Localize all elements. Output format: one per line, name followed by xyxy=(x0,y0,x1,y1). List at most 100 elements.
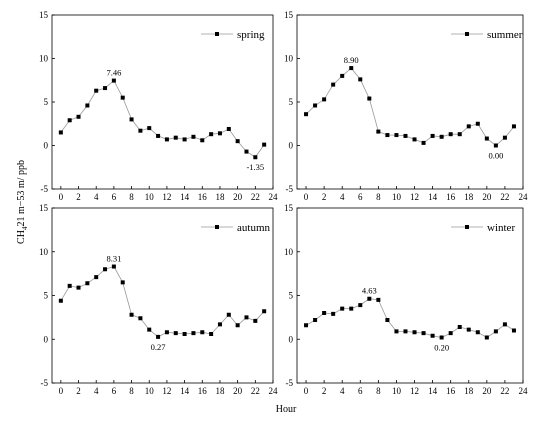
data-point xyxy=(85,281,90,286)
x-tick-label: 2 xyxy=(76,192,81,202)
data-point xyxy=(385,133,390,138)
data-point xyxy=(304,112,309,117)
data-point xyxy=(394,133,399,138)
x-tick-label: 12 xyxy=(162,192,171,202)
y-tick-label: -5 xyxy=(286,184,294,194)
y-axis-title-main: CH xyxy=(16,230,27,244)
data-point xyxy=(138,128,143,133)
data-point xyxy=(129,312,134,317)
data-point xyxy=(138,316,143,321)
series-line-summer xyxy=(305,67,515,147)
data-point xyxy=(421,140,426,145)
y-tick-label: 0 xyxy=(289,334,294,344)
y-tick-label: -5 xyxy=(41,184,49,194)
data-annotation: 8.31 xyxy=(106,254,121,264)
data-point xyxy=(173,135,178,140)
data-point xyxy=(67,118,72,123)
y-tick-label: 15 xyxy=(39,203,49,213)
data-point xyxy=(484,136,489,141)
x-tick-label: 4 xyxy=(340,192,345,202)
data-point xyxy=(217,131,222,136)
data-point xyxy=(313,318,318,322)
x-tick-label: 4 xyxy=(94,386,99,396)
data-point xyxy=(200,330,205,335)
data-point xyxy=(76,285,81,290)
data-point xyxy=(226,312,231,317)
data-point xyxy=(156,334,161,339)
legend-marker xyxy=(465,32,469,36)
data-annotation: 4.63 xyxy=(362,286,377,296)
y-tick-label: 10 xyxy=(39,247,49,257)
data-point xyxy=(111,264,116,269)
y-axis-title-subscript: 4 xyxy=(21,226,29,230)
data-point xyxy=(394,329,399,334)
x-tick-label: 2 xyxy=(322,386,327,396)
x-tick-label: 16 xyxy=(198,192,208,202)
legend-marker xyxy=(465,225,469,229)
data-point xyxy=(173,331,178,336)
data-point xyxy=(493,143,498,148)
data-point xyxy=(191,331,196,336)
data-point xyxy=(262,309,267,314)
data-point xyxy=(85,103,90,108)
data-point xyxy=(475,121,480,126)
data-point xyxy=(200,138,205,143)
series-line-winter xyxy=(305,298,515,338)
y-axis-title-rest: 21 m−53 m/ ppb xyxy=(16,160,27,226)
data-point xyxy=(164,330,169,335)
x-tick-label: 14 xyxy=(428,192,438,202)
x-tick-label: 6 xyxy=(358,192,363,202)
x-tick-label: 10 xyxy=(392,192,402,202)
x-tick-label: 16 xyxy=(446,192,456,202)
y-tick-label: -5 xyxy=(286,378,294,388)
data-point xyxy=(129,117,134,122)
x-axis-title: Hour xyxy=(276,404,297,415)
plot-frame xyxy=(296,207,524,384)
data-point xyxy=(421,331,426,336)
x-tick-label: 18 xyxy=(464,192,474,202)
data-point xyxy=(322,311,327,315)
x-tick-label: 24 xyxy=(269,386,279,396)
data-point xyxy=(484,335,489,340)
data-point xyxy=(94,275,99,280)
data-point xyxy=(439,335,444,340)
legend-marker xyxy=(215,225,219,229)
y-tick-label: 0 xyxy=(44,334,49,344)
data-point xyxy=(253,155,258,160)
x-tick-label: 6 xyxy=(358,386,363,396)
data-point xyxy=(502,135,507,140)
x-tick-label: 22 xyxy=(251,192,260,202)
data-annotation: 0.20 xyxy=(434,343,449,353)
data-point xyxy=(358,77,363,82)
data-point xyxy=(226,126,231,131)
x-tick-label: 22 xyxy=(500,192,509,202)
y-axis-title: CH421 m−53 m/ ppb xyxy=(16,160,29,244)
data-point xyxy=(349,66,354,71)
data-point xyxy=(340,306,345,311)
data-point xyxy=(156,133,161,138)
data-point xyxy=(502,322,507,327)
x-tick-label: 8 xyxy=(129,386,134,396)
legend-label-spring: spring xyxy=(237,29,265,41)
x-tick-label: 20 xyxy=(482,192,492,202)
data-point xyxy=(120,280,125,285)
y-tick-label: 10 xyxy=(284,54,294,64)
data-point xyxy=(182,137,187,142)
data-point xyxy=(430,133,435,138)
data-point xyxy=(385,318,390,322)
data-point xyxy=(376,297,381,302)
data-point xyxy=(439,134,444,139)
x-tick-label: 18 xyxy=(215,192,225,202)
data-point xyxy=(244,149,249,154)
data-point xyxy=(466,124,471,129)
data-annotation: 0.27 xyxy=(151,342,166,352)
x-tick-label: 10 xyxy=(392,386,402,396)
data-point xyxy=(340,73,345,78)
y-tick-label: 0 xyxy=(289,141,294,151)
y-tick-label: 5 xyxy=(44,97,49,107)
y-tick-label: 10 xyxy=(39,54,49,64)
data-point xyxy=(147,327,152,332)
data-point xyxy=(376,129,381,134)
x-tick-label: 0 xyxy=(304,192,309,202)
legend-label-summer: summer xyxy=(487,29,523,41)
